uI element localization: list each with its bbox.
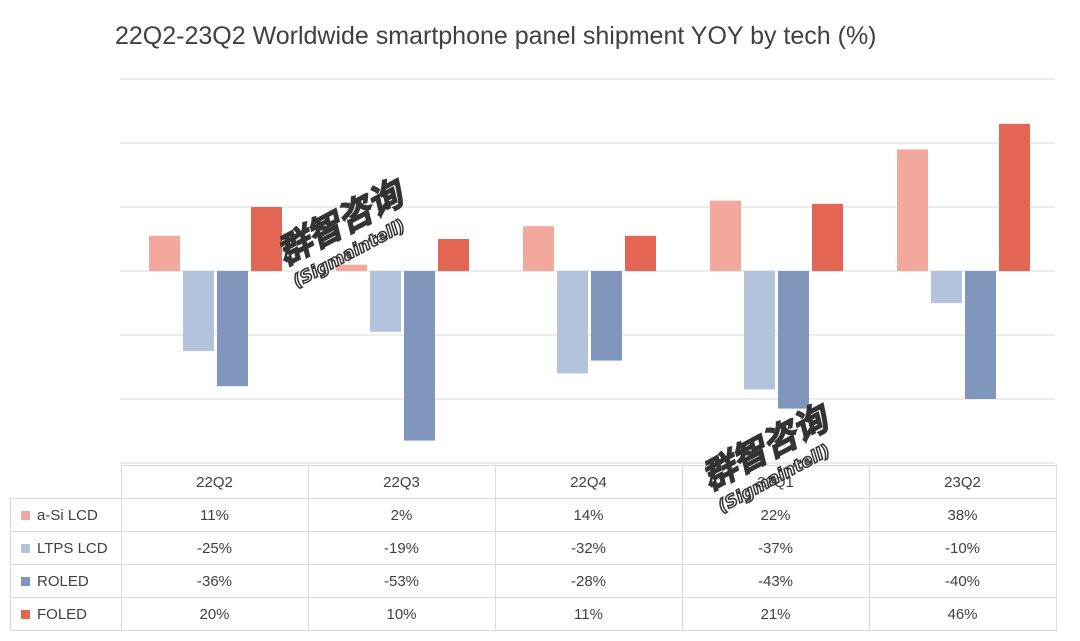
data-cell: -28% [494,564,683,598]
bar-ltps-lcd-23q2 [931,271,962,303]
legend-swatch [21,577,30,587]
bar-chart-plot [120,78,1055,464]
data-cell: -36% [120,564,309,598]
data-cell: -37% [681,531,870,565]
bar-roled-22q4 [591,271,622,361]
series-name: LTPS LCD [37,539,108,557]
series-name: a-Si LCD [37,506,98,524]
data-cell: 11% [120,498,309,532]
bar-a-si-lcd-22q2 [149,235,180,271]
data-cell: -53% [307,564,496,598]
data-cell: -19% [307,531,496,565]
bar-foled-23q2 [999,123,1030,271]
series-label: FOLED [10,597,122,631]
bar-foled-22q4 [625,235,656,271]
bar-roled-23q2 [965,271,996,399]
chart-title: 22Q2-23Q2 Worldwide smartphone panel shi… [115,22,877,50]
data-cell: -40% [868,564,1057,598]
data-cell: -32% [494,531,683,565]
data-cell: 2% [307,498,496,532]
table-header-row: 22Q2 22Q3 22Q4 23Q1 23Q2 [10,465,1057,499]
data-cell: -43% [681,564,870,598]
bar-ltps-lcd-22q2 [183,271,214,351]
bar-a-si-lcd-22q4 [523,226,554,271]
data-table: 22Q2 22Q3 22Q4 23Q1 23Q2 a-Si LCD 11% 2%… [10,465,1057,631]
legend-swatch [21,610,30,620]
data-cell: -10% [868,531,1057,565]
legend-swatch [21,544,30,554]
data-cell: 11% [494,597,683,631]
data-cell: 20% [120,597,309,631]
bar-a-si-lcd-23q2 [897,149,928,271]
bar-roled-22q3 [404,271,435,441]
data-cell: 14% [494,498,683,532]
series-label: ROLED [10,564,122,598]
series-name: FOLED [37,605,88,623]
data-cell: 22% [681,498,870,532]
table-row: FOLED 20% 10% 11% 21% 46% [10,597,1057,631]
data-cell: 38% [868,498,1057,532]
series-label: a-Si LCD [10,498,122,532]
table-row: LTPS LCD -25% -19% -32% -37% -10% [10,531,1057,565]
data-cell: 46% [868,597,1057,631]
bar-roled-22q2 [217,271,248,387]
bar-ltps-lcd-22q3 [370,271,401,332]
table-row: ROLED -36% -53% -28% -43% -40% [10,564,1057,598]
category-header: 22Q3 [307,465,496,499]
bar-foled-22q3 [438,239,469,271]
table-corner [10,465,122,499]
series-name: ROLED [37,572,89,590]
data-cell: 21% [681,597,870,631]
table-row: a-Si LCD 11% 2% 14% 22% 38% [10,498,1057,532]
bars [149,123,1030,441]
category-header: 22Q2 [120,465,309,499]
bar-a-si-lcd-22q3 [336,264,367,271]
category-header: 23Q1 [681,465,870,499]
bar-foled-23q1 [812,203,843,271]
data-cell: -25% [120,531,309,565]
category-header: 22Q4 [494,465,683,499]
legend-swatch [21,511,30,521]
bar-ltps-lcd-22q4 [557,271,588,374]
category-header: 23Q2 [868,465,1057,499]
series-label: LTPS LCD [10,531,122,565]
bar-ltps-lcd-23q1 [744,271,775,390]
bar-foled-22q2 [251,207,282,271]
data-cell: 10% [307,597,496,631]
bar-roled-23q1 [778,271,809,409]
bar-a-si-lcd-23q1 [710,200,741,271]
